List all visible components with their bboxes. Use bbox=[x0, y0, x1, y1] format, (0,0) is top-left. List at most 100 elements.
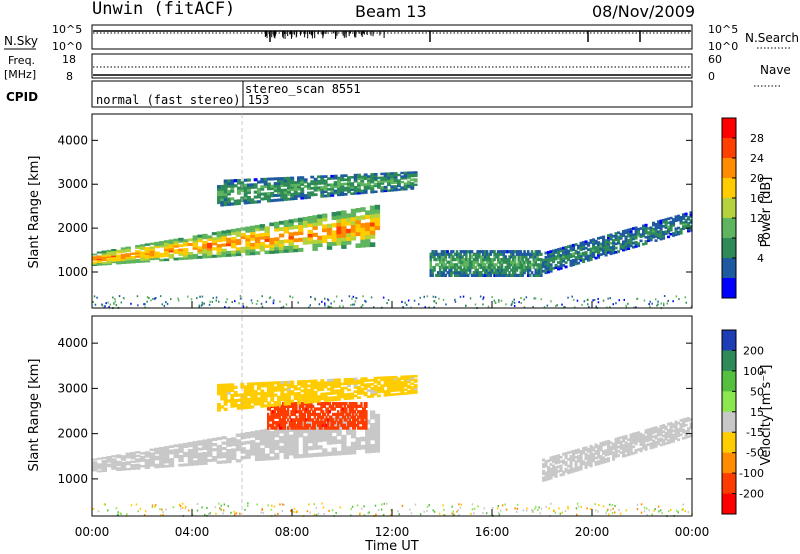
data-cell bbox=[587, 456, 591, 460]
data-cell bbox=[250, 443, 256, 447]
freq-tick-bottom: 8 bbox=[66, 70, 73, 83]
data-cell bbox=[307, 400, 311, 404]
data-cell bbox=[552, 260, 556, 264]
data-cell bbox=[183, 239, 189, 242]
data-cell bbox=[303, 412, 306, 417]
data-cell bbox=[365, 427, 371, 433]
noise-cell bbox=[625, 509, 628, 512]
data-cell bbox=[519, 260, 522, 264]
data-cell bbox=[350, 402, 353, 406]
noise-cell bbox=[231, 301, 233, 304]
data-cell bbox=[360, 175, 365, 179]
noise-cell bbox=[220, 504, 223, 507]
data-cell bbox=[527, 258, 530, 262]
data-cell bbox=[410, 389, 415, 393]
data-cell bbox=[173, 249, 179, 252]
noise-cell bbox=[144, 306, 146, 309]
data-cell bbox=[353, 423, 356, 427]
data-cell bbox=[474, 260, 477, 264]
data-cell bbox=[335, 402, 338, 406]
data-cell bbox=[627, 241, 631, 244]
data-cell bbox=[125, 248, 131, 251]
noise-cell bbox=[426, 295, 429, 298]
data-cell bbox=[320, 394, 325, 398]
data-cell bbox=[609, 452, 613, 455]
data-cell bbox=[313, 393, 318, 397]
data-cell bbox=[287, 395, 291, 399]
data-cell bbox=[231, 456, 237, 461]
data-cell bbox=[216, 455, 222, 459]
data-cell bbox=[353, 426, 356, 430]
noise-cell bbox=[648, 303, 650, 306]
data-cell bbox=[662, 442, 666, 446]
data-cell bbox=[307, 410, 310, 414]
data-cell bbox=[268, 423, 271, 427]
data-cell bbox=[305, 410, 308, 414]
data-cell bbox=[508, 265, 511, 270]
data-cell bbox=[413, 387, 418, 391]
data-cell bbox=[303, 185, 308, 188]
data-cell bbox=[326, 234, 333, 239]
data-cell bbox=[350, 441, 357, 447]
noise-cell bbox=[317, 512, 320, 515]
data-cell bbox=[287, 399, 291, 403]
data-cell bbox=[220, 200, 225, 204]
data-cell bbox=[480, 260, 483, 264]
data-cell bbox=[669, 220, 673, 224]
data-cell bbox=[453, 268, 457, 272]
data-cell bbox=[587, 463, 591, 466]
data-cell bbox=[287, 385, 291, 389]
data-cell bbox=[485, 252, 489, 256]
data-cell bbox=[677, 216, 681, 220]
noise-cell bbox=[224, 306, 226, 309]
data-cell bbox=[320, 379, 325, 382]
data-cell bbox=[313, 395, 318, 399]
data-cell bbox=[168, 464, 175, 468]
data-cell bbox=[280, 381, 285, 384]
data-cell bbox=[355, 418, 358, 422]
data-cell bbox=[627, 442, 631, 446]
data-cell bbox=[374, 422, 381, 428]
data-cell bbox=[333, 407, 336, 411]
data-cell bbox=[577, 253, 581, 256]
data-cell bbox=[502, 255, 506, 259]
data-cell bbox=[313, 426, 316, 430]
data-cell bbox=[106, 258, 112, 261]
data-cell bbox=[493, 268, 496, 272]
data-cell bbox=[259, 447, 266, 452]
noise-cell bbox=[592, 299, 594, 302]
data-cell bbox=[480, 250, 483, 254]
data-cell bbox=[274, 433, 280, 438]
data-cell bbox=[461, 273, 464, 277]
noise-cell bbox=[356, 504, 359, 507]
data-cell bbox=[254, 233, 261, 238]
data-cell bbox=[348, 418, 351, 422]
noise-cell bbox=[136, 295, 139, 298]
data-cell bbox=[357, 421, 360, 425]
data-cell bbox=[287, 407, 290, 411]
data-cell bbox=[285, 415, 288, 419]
data-cell bbox=[674, 215, 678, 218]
data-cell bbox=[267, 418, 270, 422]
data-cell bbox=[687, 223, 691, 227]
data-cell bbox=[649, 444, 653, 448]
data-cell bbox=[163, 244, 170, 247]
data-cell bbox=[347, 184, 351, 188]
data-cell bbox=[619, 451, 623, 454]
noise-cell bbox=[397, 510, 399, 513]
data-cell bbox=[287, 392, 291, 396]
data-cell bbox=[403, 184, 408, 187]
data-cell bbox=[183, 252, 189, 256]
data-cell bbox=[312, 246, 318, 251]
data-cell bbox=[223, 200, 228, 204]
data-cell bbox=[353, 410, 356, 414]
data-cell bbox=[463, 263, 466, 267]
data-cell bbox=[247, 198, 251, 202]
data-cell bbox=[331, 241, 337, 246]
data-cell bbox=[407, 380, 411, 384]
noise-cell bbox=[235, 512, 238, 515]
noise-cell bbox=[498, 511, 500, 514]
data-cell bbox=[360, 235, 366, 240]
noise-cell bbox=[482, 512, 484, 515]
